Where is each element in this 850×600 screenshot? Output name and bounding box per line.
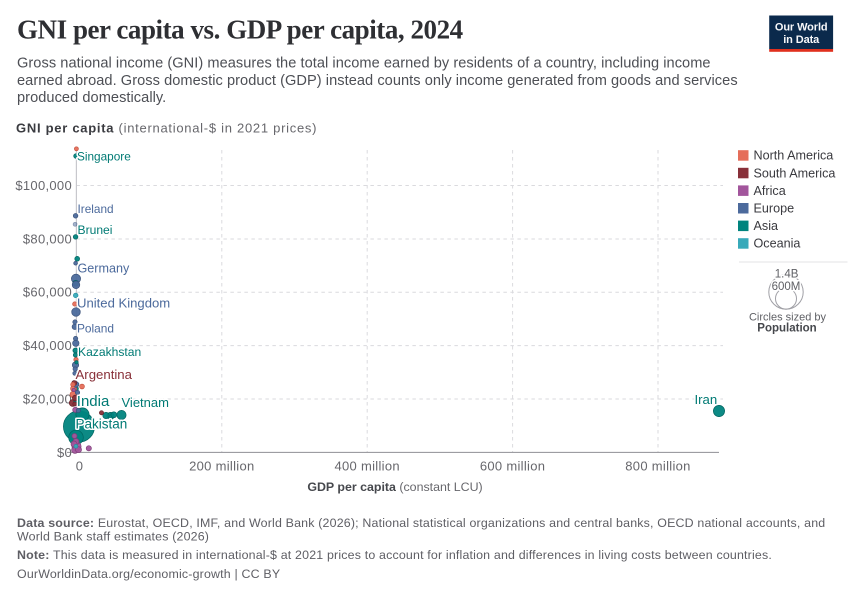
svg-text:600M: 600M [772,281,801,293]
svg-text:800 million: 800 million [625,459,690,474]
svg-text:Kazakhstan: Kazakhstan [78,345,141,359]
svg-text:Brunei: Brunei [78,223,113,237]
svg-text:Asia: Asia [754,219,779,233]
svg-text:200 million: 200 million [189,459,254,474]
svg-text:$0: $0 [57,445,72,460]
svg-text:Europe: Europe [754,202,795,216]
svg-text:Circles sized by: Circles sized by [749,312,827,324]
svg-text:$100,000: $100,000 [15,178,72,193]
svg-text:0: 0 [76,459,84,474]
svg-text:Gross national income (GNI) me: Gross national income (GNI) measures the… [17,56,711,72]
svg-text:in Data: in Data [783,34,820,46]
svg-text:Singapore: Singapore [77,150,131,164]
svg-text:Vietnam: Vietnam [122,395,169,410]
svg-text:$80,000: $80,000 [23,231,72,246]
svg-text:Iran: Iran [695,392,718,407]
svg-text:Africa: Africa [754,184,786,198]
svg-text:Argentina: Argentina [76,367,133,382]
svg-text:600 million: 600 million [480,459,545,474]
svg-text:$40,000: $40,000 [23,338,72,353]
svg-text:South America: South America [754,166,836,180]
svg-text:$20,000: $20,000 [23,391,72,406]
svg-text:1.4B: 1.4B [775,269,799,281]
svg-text:400 million: 400 million [334,459,399,474]
svg-text:Population: Population [757,323,816,335]
svg-text:earned abroad. Gross domestic: earned abroad. Gross domestic product (G… [17,73,738,89]
svg-text:Our World: Our World [775,22,828,34]
svg-text:India: India [77,393,110,410]
svg-text:United Kingdom: United Kingdom [77,296,170,311]
svg-text:Note: This data is measured in: Note: This data is measured in internati… [17,548,772,562]
svg-text:Oceania: Oceania [754,237,801,251]
svg-text:North America: North America [754,149,834,163]
svg-text:$60,000: $60,000 [23,285,72,300]
svg-text:GNI per capita vs. GDP per cap: GNI per capita vs. GDP per capita, 2024 [17,15,463,45]
svg-text:Poland: Poland [77,322,114,336]
svg-text:Data source: Eurostat, OECD, I: Data source: Eurostat, OECD, IMF, and Wo… [17,516,825,530]
svg-text:Germany: Germany [78,262,130,276]
svg-text:World Bank staff estimates (20: World Bank staff estimates (2026) [17,530,209,544]
svg-text:Pakistan: Pakistan [76,417,128,432]
svg-text:OurWorldinData.org/economic-gr: OurWorldinData.org/economic-growth | CC … [17,567,280,581]
svg-text:produced domestically.: produced domestically. [17,90,166,106]
svg-text:GNI per capita (international-: GNI per capita (international-$ in 2021 … [16,121,317,136]
svg-text:GDP per capita (constant LCU): GDP per capita (constant LCU) [307,480,482,494]
svg-text:Ireland: Ireland [78,202,114,216]
